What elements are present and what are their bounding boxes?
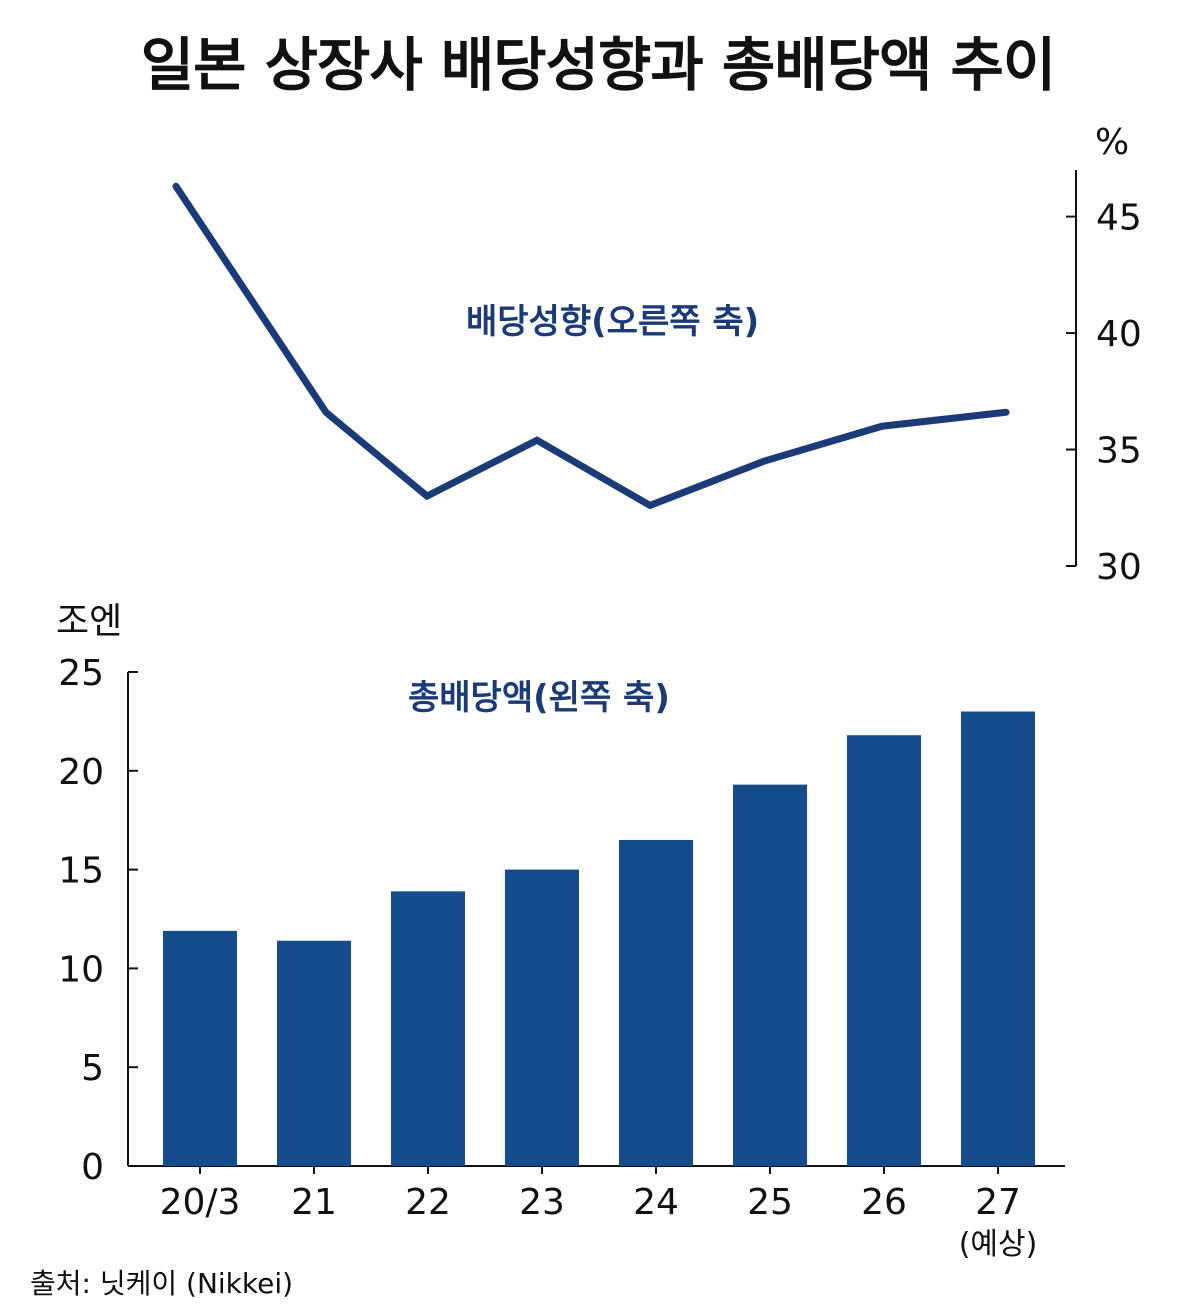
bar: [847, 735, 921, 1166]
x-tick-label: 21: [291, 1182, 337, 1223]
right-y-tick-label: 45: [1096, 198, 1142, 239]
bar-series-label: 총배당액(왼쪽 축): [408, 678, 670, 718]
bar: [277, 940, 351, 1166]
bar: [391, 891, 465, 1166]
bar: [505, 869, 579, 1166]
left-y-tick-label: 10: [58, 949, 104, 990]
x-tick-label: 20/3: [160, 1182, 241, 1223]
right-y-tick-label: 40: [1096, 314, 1142, 355]
x-tick-label: 23: [519, 1182, 565, 1223]
line-series: [172, 182, 1010, 510]
line-series-label: 배당성향(오른쪽 축): [466, 302, 760, 342]
x-tick-label: 22: [405, 1182, 451, 1223]
left-y-tick-label: 25: [58, 653, 104, 694]
right-y-tick-label: 35: [1096, 431, 1142, 472]
left-y-tick-label: 0: [81, 1147, 104, 1188]
left-y-tick-label: 20: [58, 752, 104, 793]
bar: [619, 839, 693, 1166]
bar: [733, 784, 807, 1166]
right-y-tick-label: 30: [1096, 547, 1142, 588]
left-axis-unit: 조엔: [56, 601, 123, 642]
x-tick-label: 26: [861, 1182, 907, 1223]
bar: [961, 711, 1035, 1166]
left-y-tick-label: 15: [58, 851, 104, 892]
left-y-tick-label: 5: [81, 1048, 104, 1089]
right-axis-unit: %: [1095, 122, 1130, 163]
chart-title: 일본 상장사 배당성향과 총배당액 추이: [140, 31, 1057, 99]
x-tick-label: 27: [975, 1182, 1021, 1223]
source-note: 출처: 닛케이 (Nikkei): [30, 1267, 294, 1300]
x-tick-note: (예상): [959, 1227, 1038, 1262]
x-tick-label: 25: [747, 1182, 793, 1223]
x-tick-label: 24: [633, 1182, 679, 1223]
bar: [163, 930, 237, 1166]
